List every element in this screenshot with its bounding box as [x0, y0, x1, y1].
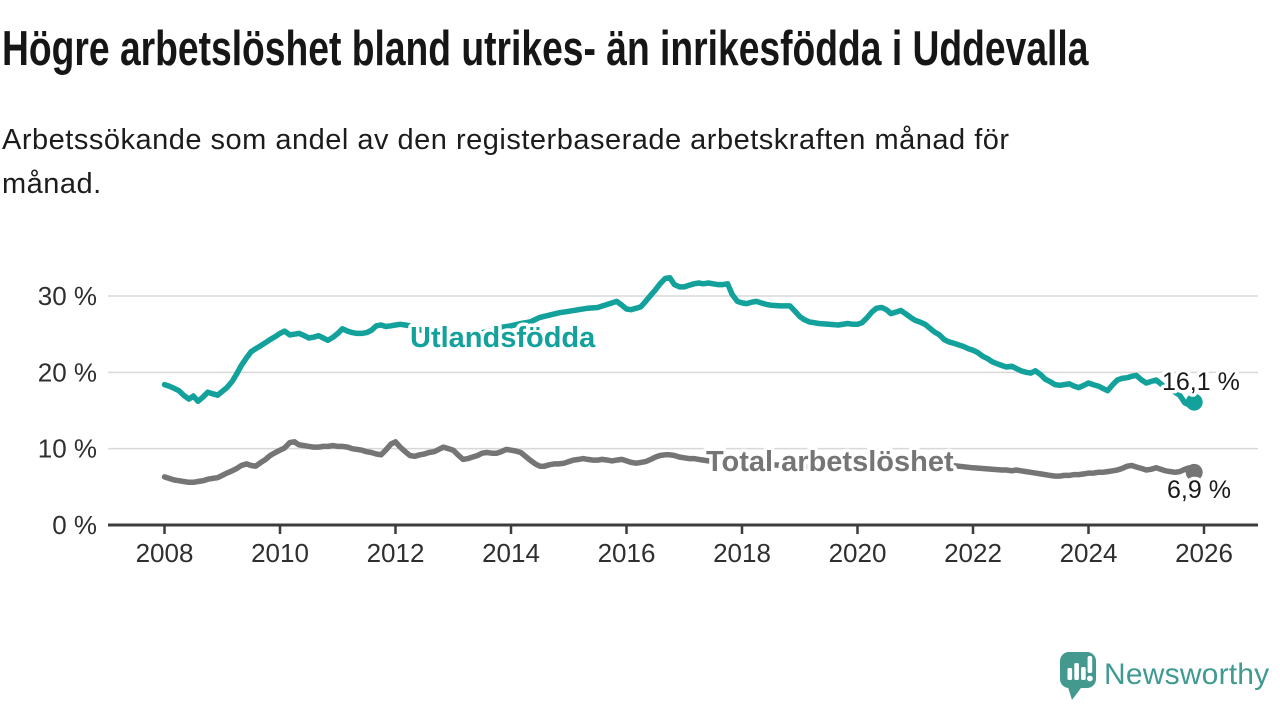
series-line-utlandsfodda — [161, 274, 1197, 408]
series-label-total: Total arbetslöshet — [706, 446, 954, 478]
chart-subtitle-line2: månad. — [2, 167, 102, 200]
newsworthy-logo-text: Newsworthy — [1104, 658, 1270, 691]
newsworthy-logo: Newsworthy — [1055, 650, 1280, 702]
series-end-value-total: 6,9 % — [1167, 476, 1231, 504]
series-line-total — [161, 439, 1197, 486]
x-axis-tick-label: 2014 — [482, 538, 540, 568]
series-end-value-utlandsfodda: 16,1 % — [1162, 368, 1240, 396]
x-axis-tick-label: 2016 — [598, 538, 656, 568]
series-end-dot-utlandsfodda — [1185, 393, 1203, 411]
x-axis-tick-label: 2022 — [944, 538, 1002, 568]
x-axis-tick-label: 2026 — [1175, 538, 1233, 568]
x-axis-tick-label: 2024 — [1060, 538, 1118, 568]
x-axis-tick-label: 2008 — [136, 538, 194, 568]
x-axis-tick-label: 2012 — [367, 538, 425, 568]
chart-subtitle: Arbetssökande som andel av den registerb… — [2, 119, 1010, 206]
y-axis-tick-label: 30 % — [38, 281, 97, 311]
x-axis-tick-label: 2020 — [829, 538, 887, 568]
series-label-utlandsfodda: Utlandsfödda — [410, 322, 596, 354]
x-axis-tick-label: 2010 — [251, 538, 309, 568]
chart-subtitle-line1: Arbetssökande som andel av den registerb… — [2, 124, 1010, 156]
y-axis-tick-label: 10 % — [38, 434, 97, 464]
y-axis-tick-label: 0 % — [52, 510, 97, 540]
newsworthy-speech-bubble-bar-chart-icon — [1060, 652, 1096, 700]
x-axis-tick-label: 2018 — [713, 538, 771, 568]
y-axis-tick-label: 20 % — [38, 357, 97, 387]
series-end-dot-total — [1185, 463, 1203, 481]
page-title: Högre arbetslöshet bland utrikes- än inr… — [2, 22, 1089, 76]
